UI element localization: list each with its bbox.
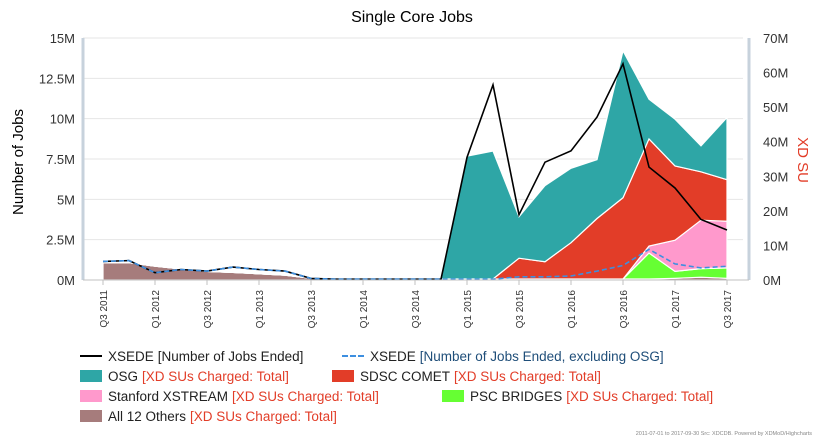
legend-item-all-12-others[interactable]: All 12 Others [XD SUs Charged: Total] (80, 409, 337, 424)
x-tick-label: Q3 2015 (515, 290, 526, 329)
legend-detail: [Number of Jobs Ended, excluding OSG] (419, 348, 664, 364)
line-series (102, 61, 728, 280)
legend-row: XSEDE [Number of Jobs Ended] XSEDE [Numbe… (80, 346, 800, 366)
y-tick-label-right: 70M (763, 31, 788, 46)
legend-detail: [XD SUs Charged: Total] (454, 368, 601, 384)
legend-detail: [Number of Jobs Ended] (157, 348, 304, 364)
legend-detail: [XD SUs Charged: Total] (190, 408, 337, 424)
x-tick-label: Q3 2012 (203, 290, 214, 329)
legend-label: Stanford XSTREAM (108, 388, 229, 404)
y-tick-label-right: 20M (763, 204, 788, 219)
x-tick-label: Q1 2016 (567, 290, 578, 329)
x-tick-label: Q3 2011 (99, 290, 110, 328)
legend-swatch (80, 410, 102, 422)
y-axis-title-right: XD SU (794, 137, 811, 183)
x-tick-label: Q3 2017 (723, 290, 734, 329)
y-tick-label-right: 10M (763, 238, 788, 253)
y-tick-label-right: 60M (763, 66, 788, 81)
x-tick-label: Q3 2016 (619, 290, 630, 329)
y-tick-label-left: 12.5M (39, 71, 75, 86)
legend-row: Stanford XSTREAM [XD SUs Charged: Total]… (80, 386, 800, 406)
y-tick-label-left: 5M (57, 192, 75, 207)
legend-item-osg[interactable]: OSG [XD SUs Charged: Total] (80, 369, 320, 384)
legend-label: All 12 Others (108, 408, 187, 424)
y-tick-label-left: 7.5M (46, 152, 75, 167)
y-tick-label-right: 40M (763, 135, 788, 150)
y-tick-label-left: 0M (57, 273, 75, 288)
y-tick-label-left: 10M (50, 112, 75, 127)
legend-item-psc-bridges[interactable]: PSC BRIDGES [XD SUs Charged: Total] (442, 389, 713, 404)
x-tick-label: Q1 2015 (463, 290, 474, 329)
legend-swatch (442, 390, 464, 402)
legend-line-symbol (80, 355, 102, 357)
y-tick-label-left: 15M (50, 31, 75, 46)
legend-item-xsede[interactable]: XSEDE [Number of Jobs Ended, excluding O… (342, 349, 664, 364)
y-tick-label-left: 2.5M (46, 233, 75, 248)
legend-row: OSG [XD SUs Charged: Total] SDSC COMET [X… (80, 366, 800, 386)
x-tick-label: Q1 2012 (151, 290, 162, 329)
x-tick-label: Q1 2013 (255, 290, 266, 329)
chart-title: Single Core Jobs (351, 9, 473, 26)
source-credit: 2011-07-01 to 2017-09-30 Src: XDCDB. Pow… (635, 431, 812, 437)
legend-swatch (80, 370, 102, 382)
line-xsede-excluding-osg (102, 248, 728, 280)
legend-detail: [XD SUs Charged: Total] (232, 388, 379, 404)
legend-detail: [XD SUs Charged: Total] (566, 388, 714, 404)
x-tick-label: Q3 2014 (411, 290, 422, 329)
area-series (102, 49, 728, 281)
legend-item-stanford-xstream[interactable]: Stanford XSTREAM [XD SUs Charged: Total] (80, 389, 430, 404)
x-tick-label: Q1 2017 (671, 290, 682, 329)
legend-label: XSEDE (370, 348, 416, 364)
legend-line-symbol (342, 355, 364, 357)
legend-label: SDSC COMET (360, 368, 451, 384)
y-tick-label-right: 0M (763, 273, 781, 288)
chart-legend: XSEDE [Number of Jobs Ended] XSEDE [Numbe… (80, 346, 800, 426)
legend-row: All 12 Others [XD SUs Charged: Total] (80, 406, 800, 426)
x-tick-label: Q1 2014 (359, 290, 370, 329)
axes: 0M 2.5M 5M 7.5M 10M 12.5M 15M 0M 10M 20M 30M 40M 50M… (39, 31, 788, 328)
legend-item-xsede[interactable]: XSEDE [Number of Jobs Ended] (80, 349, 330, 364)
legend-swatch (332, 370, 354, 382)
x-tick-label: Q3 2013 (307, 290, 318, 329)
y-tick-label-right: 30M (763, 169, 788, 184)
legend-label: OSG (108, 368, 139, 384)
legend-swatch (80, 390, 102, 402)
legend-label: XSEDE (108, 348, 154, 364)
y-axis-title-left: Number of Jobs (10, 109, 27, 215)
y-tick-label-right: 50M (763, 100, 788, 115)
legend-detail: [XD SUs Charged: Total] (142, 368, 289, 384)
legend-item-sdsc-comet[interactable]: SDSC COMET [XD SUs Charged: Total] (332, 369, 601, 384)
legend-label: PSC BRIDGES (470, 388, 563, 404)
